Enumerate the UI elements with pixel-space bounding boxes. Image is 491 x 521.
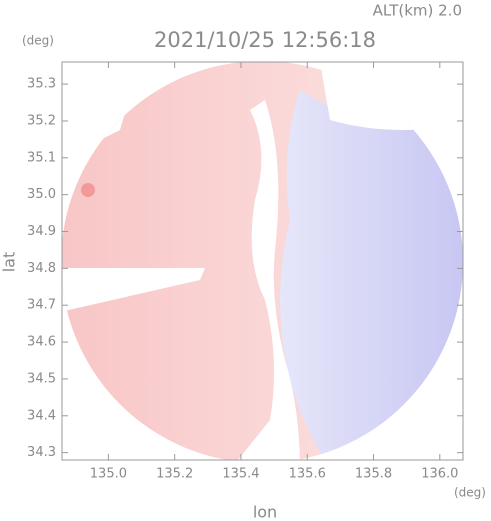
y-tick-label: 34.4: [27, 408, 56, 423]
y-tick-label: 35.2: [27, 113, 56, 128]
x-tick-label: 136.0: [421, 467, 458, 482]
x-tick-label: 135.2: [156, 467, 193, 482]
x-tick-label: 135.4: [222, 467, 259, 482]
y-tick-label: 34.8: [27, 261, 56, 276]
y-tick-label: 35.0: [27, 187, 56, 202]
y-axis-label: lat: [0, 252, 19, 273]
y-tick-label: 34.3: [27, 445, 56, 460]
x-tick-label: 135.0: [90, 467, 127, 482]
y-tick-label: 34.7: [27, 298, 56, 313]
chart-subtitle: ALT(km) 2.0: [373, 2, 462, 20]
y-tick-label: 34.5: [27, 371, 56, 386]
y-tick-label: 34.6: [27, 335, 56, 350]
x-axis-label: lon: [253, 503, 277, 521]
x-unit: (deg): [454, 486, 486, 500]
x-tick-label: 135.8: [355, 467, 392, 482]
y-tick-label: 34.9: [27, 224, 56, 239]
y-unit: (deg): [22, 34, 54, 48]
plot-frame: [61, 61, 464, 461]
y-tick-label: 35.1: [27, 150, 56, 165]
chart-title: 2021/10/25 12:56:18: [154, 28, 376, 52]
radar-field: [62, 62, 463, 460]
x-tick-label: 135.6: [289, 467, 326, 482]
y-tick-label: 35.3: [27, 77, 56, 92]
